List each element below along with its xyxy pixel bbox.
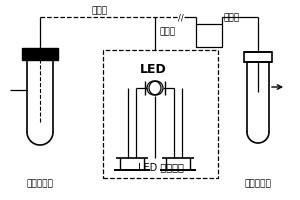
Text: 第一离心管: 第一离心管 [244, 179, 272, 188]
Text: //: // [178, 14, 184, 22]
Text: LED: LED [140, 63, 167, 76]
Bar [244, 52, 272, 62]
Text: 第二离心管: 第二离心管 [27, 179, 53, 188]
Bar [22, 48, 58, 60]
Bar [103, 50, 218, 178]
Text: LED 灯固定架: LED 灯固定架 [138, 162, 183, 172]
Bar [196, 24, 222, 47]
Text: 毛细管: 毛细管 [92, 6, 108, 15]
Text: 检测器: 检测器 [224, 13, 240, 22]
Text: 毛细管: 毛细管 [159, 27, 175, 36]
